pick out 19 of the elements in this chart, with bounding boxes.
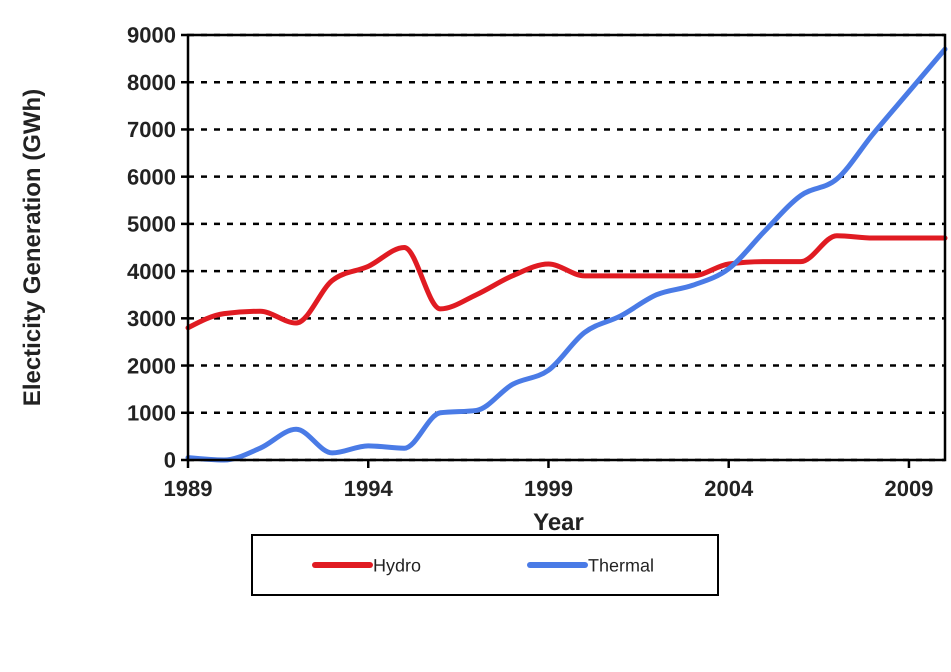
y-tick-label: 9000 (127, 22, 176, 48)
y-tick-label: 8000 (127, 70, 176, 95)
y-tick-label: 0 (164, 448, 176, 473)
x-tick-label: 1999 (524, 476, 573, 501)
y-tick-label: 3000 (127, 306, 176, 332)
y-tick-label: 6000 (127, 164, 176, 190)
x-tick-label: 1994 (344, 476, 394, 501)
x-tick-label: 2004 (704, 476, 754, 501)
y-tick-label: 1000 (127, 400, 176, 426)
y-tick-label: 4000 (127, 258, 176, 284)
y-tick-label: 2000 (127, 353, 176, 378)
x-axis-title: Year (533, 509, 584, 536)
legend-label: Thermal (588, 555, 654, 576)
y-tick-label: 7000 (127, 117, 176, 142)
x-tick-label: 2009 (884, 476, 934, 501)
y-tick-label: 5000 (127, 212, 176, 237)
x-tick-label: 1989 (164, 476, 212, 501)
y-axis-title: Electicity Generation (GWh) (19, 88, 46, 406)
legend-label: Hydro (373, 555, 422, 576)
